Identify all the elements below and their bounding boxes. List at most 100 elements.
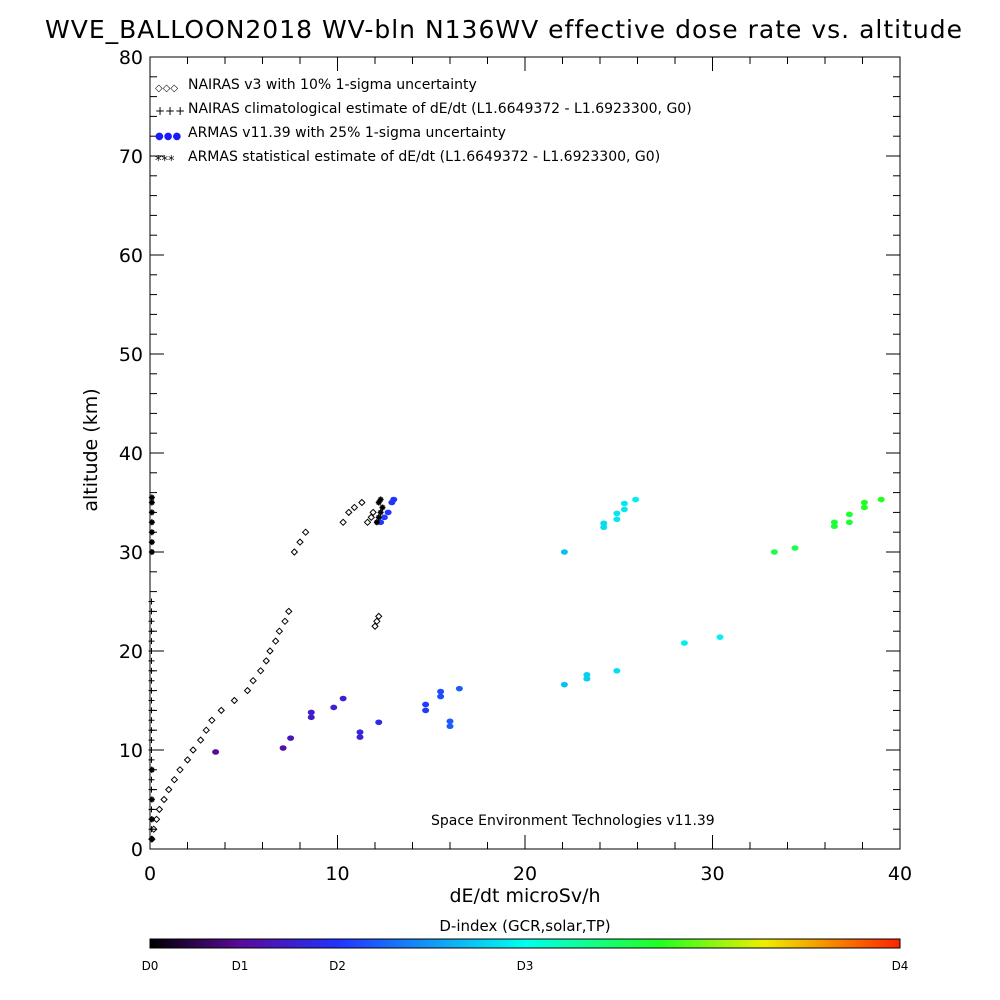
armas-statistical-point <box>148 816 155 823</box>
nairas-point <box>249 676 257 685</box>
armas-point <box>560 549 568 555</box>
nairas-point <box>301 528 310 536</box>
armas-statistical-point <box>148 549 155 555</box>
nairas-point <box>217 706 225 715</box>
armas-point <box>613 516 621 523</box>
y-axis-label: altitude (km) <box>80 388 102 511</box>
nairas-point <box>183 756 192 764</box>
nairas-climatology-point <box>148 657 155 664</box>
armas-statistical-point <box>377 509 384 516</box>
armas-point <box>770 549 778 555</box>
nairas-point <box>271 637 280 645</box>
armas-point <box>356 729 364 735</box>
nairas-climatology-point <box>148 667 155 674</box>
armas-point <box>830 523 838 530</box>
nairas-point <box>160 795 168 804</box>
colorbar-tick-label: D0 <box>142 959 159 973</box>
armas-statistical-point <box>148 539 155 546</box>
armas-point <box>437 688 445 695</box>
armas-point <box>791 545 799 551</box>
armas-statistical-point <box>373 519 380 526</box>
nairas-climatology-point <box>148 776 155 783</box>
nairas-point <box>176 766 184 774</box>
data-points <box>148 494 885 843</box>
legend-symbol-armas: ●●● <box>155 131 181 142</box>
nairas-point <box>155 805 164 814</box>
nairas-climatology-point <box>148 618 155 625</box>
legend-label-nairas: NAIRAS v3 with 10% 1-sigma uncertainty <box>188 77 477 93</box>
y-tick-label: 70 <box>119 146 143 168</box>
armas-point <box>330 704 338 711</box>
legend-label-nairas-climatological: NAIRAS climatological estimate of dE/dt … <box>188 101 692 117</box>
armas-point <box>877 496 885 503</box>
legend-symbol-nairas: ◇◇◇ <box>155 83 178 94</box>
armas-statistical-point <box>148 836 155 843</box>
nairas-point <box>373 617 381 626</box>
y-tick-label: 50 <box>119 344 143 366</box>
y-tick-label: 30 <box>119 542 143 564</box>
armas-point <box>356 734 364 740</box>
nairas-point <box>369 508 377 517</box>
armas-point <box>446 718 454 725</box>
armas-point <box>212 749 220 755</box>
nairas-climatology-point <box>148 786 155 793</box>
armas-point <box>860 499 868 506</box>
nairas-climatology-point <box>148 826 155 833</box>
nairas-point <box>296 538 304 546</box>
armas-point <box>422 707 430 714</box>
nairas-climatology-point <box>148 608 155 615</box>
nairas-point <box>345 508 353 517</box>
nairas-climatology-point <box>148 598 155 605</box>
armas-statistical-point <box>148 494 155 501</box>
annotation-credit: Space Environment Technologies v11.39 <box>431 813 715 829</box>
y-tick-label: 10 <box>119 740 143 762</box>
nairas-point <box>375 612 383 621</box>
armas-point <box>560 681 568 688</box>
armas-statistical-point <box>148 509 155 516</box>
armas-point <box>600 524 608 531</box>
legend: ◇◇◇ NAIRAS v3 with 10% 1-sigma uncertain… <box>155 77 692 169</box>
colorbar-ticks: D0 D1 D2 D3 D4 <box>142 959 909 973</box>
armas-point <box>384 509 392 516</box>
nairas-climatology-point <box>148 806 155 813</box>
nairas-point <box>256 667 265 675</box>
armas-point <box>287 735 295 741</box>
armas-statistical-point <box>148 499 155 506</box>
nairas-point <box>266 647 274 655</box>
nairas-climatology-point <box>148 727 155 734</box>
armas-point <box>446 723 454 730</box>
nairas-point <box>208 716 216 725</box>
armas-point <box>583 675 591 682</box>
nairas-point <box>202 726 210 734</box>
chart-title: WVE_BALLOON2018 WV-bln N136WV effective … <box>45 15 963 44</box>
armas-point <box>307 714 315 721</box>
colorbar-tick-label: D2 <box>329 959 346 973</box>
armas-point <box>613 668 621 674</box>
armas-point <box>600 520 608 527</box>
armas-point <box>390 496 398 503</box>
nairas-point <box>243 686 252 695</box>
colorbar-label: D-index (GCR,solar,TP) <box>439 917 610 935</box>
armas-statistical-point <box>375 499 382 506</box>
x-tick-label: 20 <box>513 863 537 885</box>
armas-point <box>845 519 853 526</box>
nairas-point <box>152 815 161 824</box>
legend-label-armas-statistical: ARMAS statistical estimate of dE/dt (L1.… <box>188 149 660 165</box>
axis-ticks <box>149 56 901 850</box>
colorbar-tick-label: D4 <box>892 959 909 973</box>
nairas-point <box>290 548 299 556</box>
x-axis-label: dE/dt microSv/h <box>449 885 600 907</box>
nairas-climatology-point <box>148 697 155 704</box>
x-tick-label: 30 <box>700 863 724 885</box>
armas-point <box>307 709 315 716</box>
nairas-climatology-point <box>148 628 155 635</box>
y-tick-label: 60 <box>119 245 143 267</box>
y-tick-label: 0 <box>131 839 143 861</box>
nairas-climatology-point <box>148 687 155 694</box>
x-tick-label: 0 <box>144 863 156 885</box>
legend-symbol-nairas-climatological: +++ <box>155 104 185 118</box>
armas-point <box>716 634 724 640</box>
armas-point <box>680 640 688 646</box>
armas-point <box>437 693 445 700</box>
plot-frame <box>149 56 901 850</box>
